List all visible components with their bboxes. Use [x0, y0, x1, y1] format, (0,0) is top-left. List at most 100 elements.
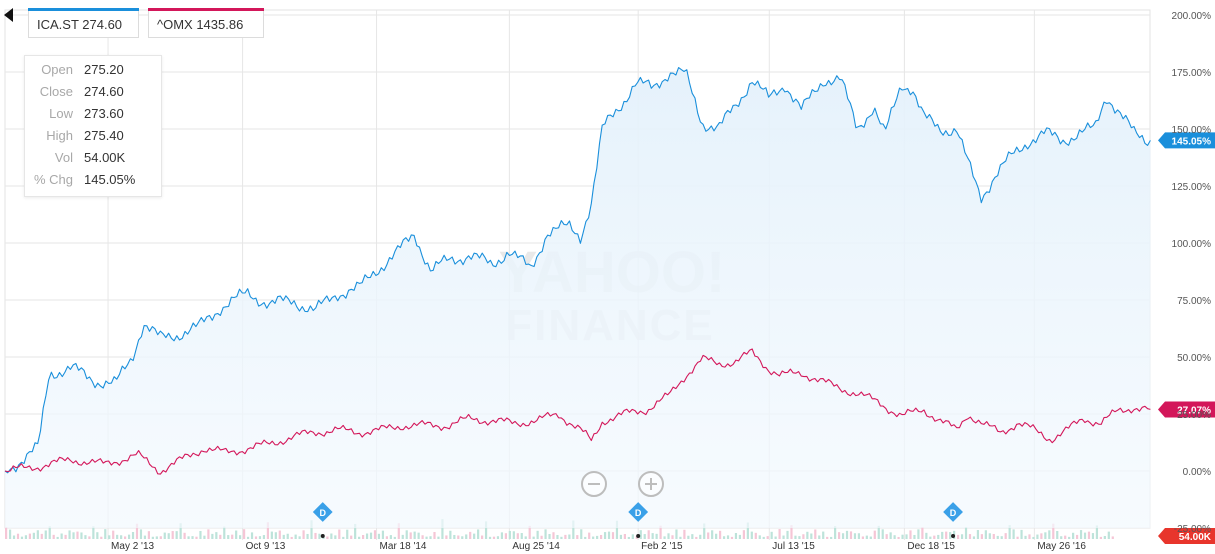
- volume-bar: [984, 530, 987, 539]
- volume-bar: [667, 533, 670, 539]
- volume-bar: [135, 523, 139, 539]
- zoom-out-button[interactable]: [581, 471, 607, 497]
- volume-bar: [258, 536, 262, 539]
- volume-bar: [758, 535, 761, 539]
- tab-ica[interactable]: ICA.ST 274.60: [28, 8, 139, 38]
- volume-bar: [397, 523, 400, 539]
- volume-bar: [465, 534, 468, 539]
- volume-bar: [127, 534, 131, 539]
- volume-bar: [1107, 531, 1110, 539]
- volume-bar: [227, 535, 230, 539]
- volume-bar: [584, 536, 587, 539]
- volume-bar: [913, 534, 916, 539]
- x-tick-label: Aug 25 '14: [512, 541, 560, 552]
- volume-bar: [865, 535, 868, 539]
- volume-bar: [40, 533, 43, 539]
- info-value: 275.40: [84, 128, 124, 143]
- volume-bar: [996, 535, 999, 539]
- tab-ica-label: ICA.ST 274.60: [37, 17, 123, 32]
- volume-bar: [782, 535, 785, 539]
- info-row-open: Open 275.20: [25, 59, 161, 81]
- volume-bar: [20, 536, 24, 539]
- volume-bar: [155, 536, 158, 539]
- dividend-marker[interactable]: D: [628, 502, 649, 538]
- x-axis: May 2 '13 Oct 9 '13 Mar 18 '14 Aug 25 '14 Fe…: [111, 541, 1086, 552]
- volume-bar: [235, 530, 238, 539]
- dividend-marker[interactable]: D: [312, 502, 333, 538]
- volume-bar: [726, 535, 730, 539]
- volume-bar: [722, 536, 726, 539]
- info-row-low: Low 273.60: [25, 103, 161, 125]
- volume-bar: [429, 536, 432, 539]
- volume-bar: [453, 534, 456, 539]
- volume-bar: [461, 536, 464, 539]
- volume-bar: [373, 530, 377, 539]
- series-line-^OMX: [4, 348, 1151, 475]
- info-value: 145.05%: [84, 172, 136, 187]
- volume-bar: [123, 536, 127, 539]
- volume-badge-bg: [1158, 528, 1215, 544]
- x-tick-label: Mar 18 '14: [380, 541, 427, 552]
- volume-bar: [536, 530, 539, 539]
- volume-bar: [488, 536, 492, 539]
- volume-bar: [980, 534, 983, 539]
- volume-bar: [143, 535, 147, 539]
- volume-bar: [377, 533, 381, 539]
- volume-bar: [873, 530, 876, 539]
- volume-bar: [195, 536, 198, 539]
- volume-bar: [211, 533, 214, 539]
- dividend-marker-diamond: [943, 502, 963, 522]
- tab-omx[interactable]: ^OMX 1435.86: [148, 8, 264, 38]
- volume-bar: [592, 536, 595, 539]
- volume-bar: [175, 531, 178, 539]
- volume-bar: [750, 531, 753, 539]
- volume-bar: [480, 535, 484, 539]
- volume-bar: [1072, 532, 1075, 539]
- x-tick-label: Jul 13 '15: [772, 541, 815, 552]
- volume-bar: [742, 530, 745, 539]
- volume-bar: [512, 531, 515, 539]
- volume-bar: [937, 534, 940, 539]
- volume-bar: [687, 535, 690, 539]
- volume-bar: [786, 530, 789, 539]
- volume-bar: [1004, 533, 1007, 539]
- volume-bar: [358, 536, 361, 539]
- volume-bar: [183, 532, 186, 539]
- volume-bar: [901, 534, 904, 539]
- tab-ica-color-bar: [28, 8, 139, 11]
- zoom-in-button[interactable]: [638, 471, 664, 497]
- series-line-ICA.ST: [4, 67, 1151, 474]
- info-row-vol: Vol 54.00K: [25, 147, 161, 169]
- volume-bar: [576, 535, 579, 539]
- volume-bar: [179, 523, 182, 539]
- volume-bar: [897, 536, 900, 539]
- volume-bar: [389, 535, 392, 539]
- dividend-marker[interactable]: D: [943, 502, 963, 538]
- volume-bar: [12, 535, 16, 539]
- minus-circle-icon: [588, 483, 600, 485]
- volume-bar: [841, 533, 845, 539]
- volume-bar: [1087, 531, 1091, 539]
- volume-bar: [917, 529, 920, 539]
- tab-omx-color-bar: [148, 8, 264, 11]
- volume-bar: [596, 535, 599, 539]
- volume-bar: [631, 534, 634, 539]
- volume-bar: [925, 532, 928, 539]
- info-value: 54.00K: [84, 150, 126, 165]
- volume-bar: [588, 532, 591, 539]
- volume-bar: [659, 525, 662, 539]
- collapse-arrow-icon[interactable]: [4, 8, 13, 22]
- volume-bar: [365, 533, 369, 539]
- volume-bar: [270, 531, 273, 539]
- y-tick-label: 150.00%: [1172, 125, 1212, 136]
- volume-bar: [36, 530, 39, 539]
- volume-bar: [707, 532, 710, 539]
- volume-bar: [738, 534, 742, 539]
- volume-bar: [651, 533, 654, 539]
- volume-bar: [516, 533, 519, 539]
- volume-bar: [484, 521, 488, 539]
- volume-bar: [933, 535, 936, 539]
- volume-bar: [219, 534, 222, 539]
